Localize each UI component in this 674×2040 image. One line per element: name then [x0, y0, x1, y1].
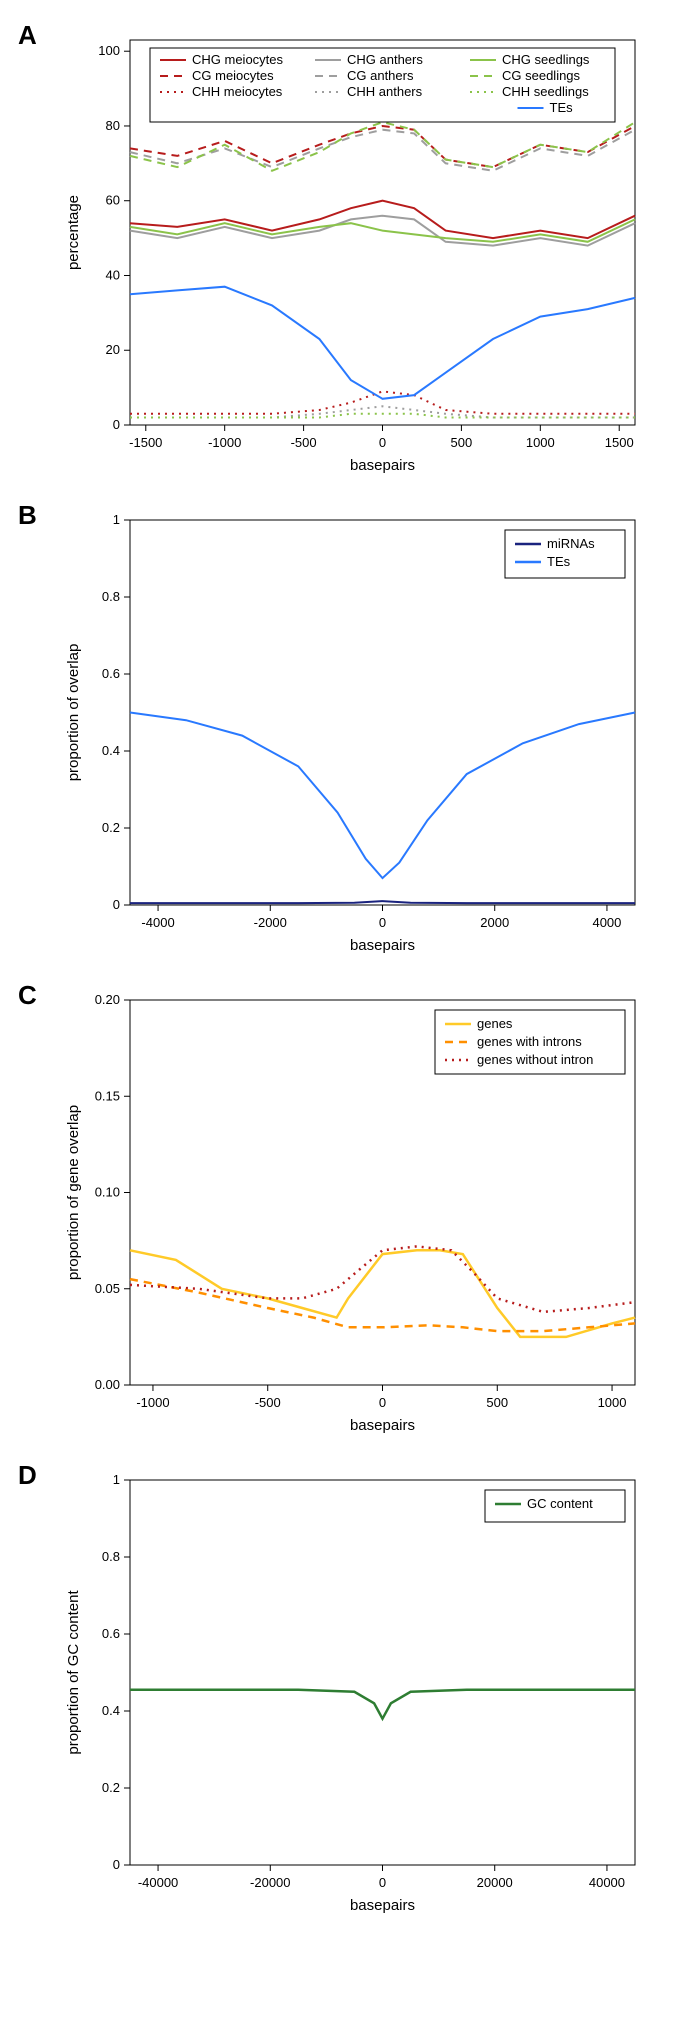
svg-text:4000: 4000 [592, 915, 621, 930]
panel-b-plot: -4000 -2000 0 2000 4000 0 0.2 0.4 0.6 0.8 1 basepai… [60, 500, 650, 960]
svg-text:0: 0 [113, 897, 120, 912]
svg-text:0.8: 0.8 [102, 589, 120, 604]
svg-text:100: 100 [98, 43, 120, 58]
svg-text:20: 20 [106, 342, 120, 357]
svg-text:-1500: -1500 [129, 435, 162, 450]
svg-text:GC content: GC content [527, 1496, 593, 1511]
svg-text:proportion of overlap: proportion of overlap [65, 644, 82, 782]
svg-text:genes with introns: genes with introns [477, 1034, 582, 1049]
panel-c-plot: -1000 -500 0 500 1000 0.00 0.05 0.10 0.15 0.20 bas… [60, 980, 650, 1440]
svg-text:0: 0 [113, 417, 120, 432]
svg-text:basepairs: basepairs [350, 457, 415, 474]
svg-text:genes: genes [477, 1016, 513, 1031]
svg-text:genes without intron: genes without intron [477, 1052, 593, 1067]
svg-text:0.8: 0.8 [102, 1549, 120, 1564]
svg-text:1000: 1000 [598, 1395, 627, 1410]
svg-text:20000: 20000 [477, 1875, 513, 1890]
svg-text:0.05: 0.05 [95, 1281, 120, 1296]
svg-text:500: 500 [451, 435, 473, 450]
svg-text:0.2: 0.2 [102, 1780, 120, 1795]
svg-text:-20000: -20000 [250, 1875, 290, 1890]
svg-text:60: 60 [106, 193, 120, 208]
svg-text:500: 500 [486, 1395, 508, 1410]
svg-text:CHG meiocytes: CHG meiocytes [192, 52, 284, 67]
svg-text:CHG anthers: CHG anthers [347, 52, 423, 67]
svg-text:0.6: 0.6 [102, 666, 120, 681]
svg-text:40: 40 [106, 267, 120, 282]
figure: A -1500-1000-500050010001500020406080100… [0, 0, 674, 1960]
svg-text:-2000: -2000 [254, 915, 287, 930]
panel-d-plot: -40000 -20000 0 20000 40000 0 0.2 0.4 0.6 0.8 1 bas… [60, 1460, 650, 1920]
svg-text:-500: -500 [255, 1395, 281, 1410]
svg-text:1500: 1500 [605, 435, 634, 450]
svg-text:-1000: -1000 [136, 1395, 169, 1410]
svg-text:0.6: 0.6 [102, 1626, 120, 1641]
svg-text:0: 0 [379, 1875, 386, 1890]
panel-a-label: A [18, 20, 37, 51]
svg-text:CG anthers: CG anthers [347, 68, 414, 83]
svg-text:CHG seedlings: CHG seedlings [502, 52, 590, 67]
svg-text:0.4: 0.4 [102, 743, 120, 758]
svg-text:basepairs: basepairs [350, 937, 415, 954]
svg-text:basepairs: basepairs [350, 1417, 415, 1434]
svg-text:basepairs: basepairs [350, 1897, 415, 1914]
svg-text:0.2: 0.2 [102, 820, 120, 835]
svg-text:miRNAs: miRNAs [547, 536, 595, 551]
svg-text:1: 1 [113, 512, 120, 527]
svg-text:0.10: 0.10 [95, 1185, 120, 1200]
svg-text:proportion of gene overlap: proportion of gene overlap [65, 1105, 82, 1280]
svg-text:CHH seedlings: CHH seedlings [502, 84, 589, 99]
panel-a: A -1500 -1000 -500 0 500 1000 1500 0 20 40 60 80 100… [0, 20, 674, 480]
svg-text:40000: 40000 [589, 1875, 625, 1890]
svg-text:80: 80 [106, 118, 120, 133]
svg-text:0.15: 0.15 [95, 1088, 120, 1103]
panel-c-label: C [18, 980, 37, 1011]
svg-text:TEs: TEs [550, 100, 574, 115]
svg-text:CG seedlings: CG seedlings [502, 68, 581, 83]
svg-text:1000: 1000 [526, 435, 555, 450]
svg-text:-40000: -40000 [138, 1875, 178, 1890]
svg-text:0: 0 [379, 435, 386, 450]
svg-text:CHH anthers: CHH anthers [347, 84, 423, 99]
svg-text:percentage: percentage [65, 195, 82, 270]
svg-text:0: 0 [379, 915, 386, 930]
svg-text:1: 1 [113, 1472, 120, 1487]
svg-text:CHH meiocytes: CHH meiocytes [192, 84, 283, 99]
svg-text:CG meiocytes: CG meiocytes [192, 68, 274, 83]
svg-text:-1000: -1000 [208, 435, 241, 450]
svg-text:0.20: 0.20 [95, 992, 120, 1007]
svg-text:0: 0 [113, 1857, 120, 1872]
panel-d: D -40000 -20000 0 20000 40000 0 0.2 0.4 0.6 0.8 1 b… [0, 1460, 674, 1920]
panel-b-label: B [18, 500, 37, 531]
svg-text:TEs: TEs [547, 554, 571, 569]
svg-text:2000: 2000 [480, 915, 509, 930]
svg-text:0: 0 [379, 1395, 386, 1410]
svg-text:-500: -500 [291, 435, 317, 450]
panel-d-label: D [18, 1460, 37, 1491]
panel-a-plot: -1500 -1000 -500 0 500 1000 1500 0 20 40 60 80 100 ba… [60, 20, 650, 480]
panel-b: B -4000 -2000 0 2000 4000 0 0.2 0.4 0.6 0.8 1 basep… [0, 500, 674, 960]
panel-c: C -1000 -500 0 500 1000 0.00 0.05 0.10 0.15 0.20 b… [0, 980, 674, 1440]
svg-text:proportion of GC content: proportion of GC content [65, 1590, 82, 1755]
svg-text:-4000: -4000 [141, 915, 174, 930]
svg-text:0.4: 0.4 [102, 1703, 120, 1718]
svg-text:0.00: 0.00 [95, 1377, 120, 1392]
